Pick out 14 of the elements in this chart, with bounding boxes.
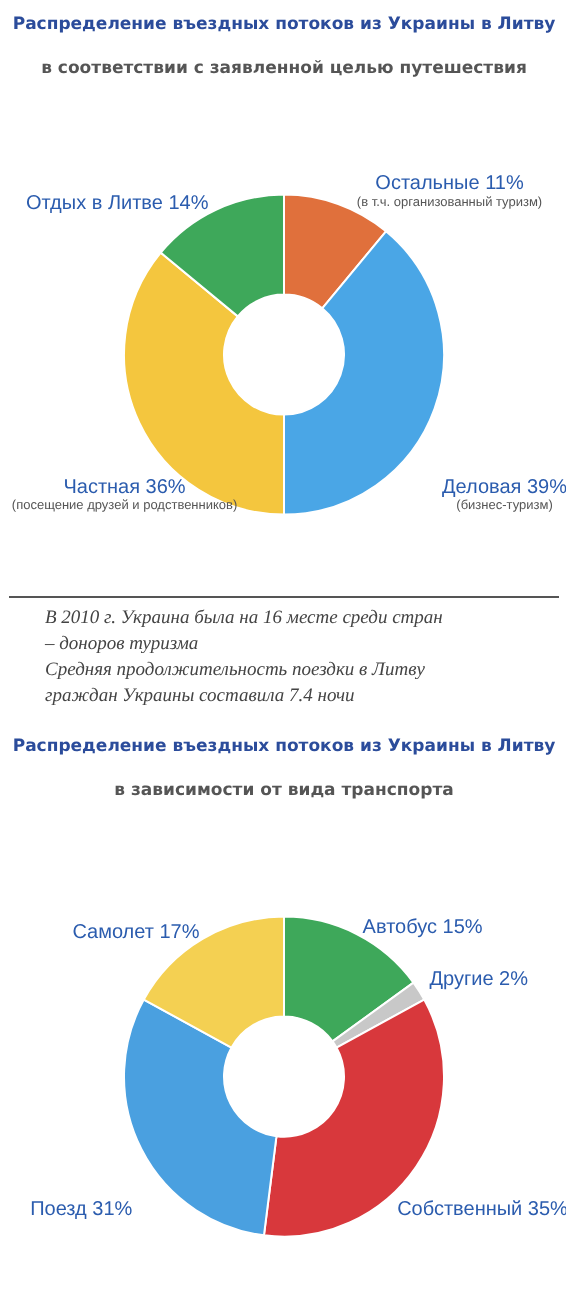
chart-title: Распределение въездных потоков из Украины в Литву [12,737,557,757]
text: Средняя продолжительность поездки в Литву граждан Украины составила 7.4 ночи [45,661,427,707]
slice-label: Деловая 39% [442,477,566,500]
slice-label: Остальные 11% [375,172,524,195]
slice-label: Частная 36% [63,477,186,500]
slice-label: Отдых в Литве 14% [26,193,209,216]
chart-subtitle: в соответствии с заявленной целью путешествия [41,59,527,79]
slice-label: Автобус 15% [362,917,483,940]
slice-label: Поезд 31% [30,1199,133,1222]
text: В 2010 г. Украина была на 16 месте среди стран – доноров туризма [43,609,444,655]
chart-title: Распределение въездных потоков из Украины в Литву [12,15,557,35]
slice-label: Другие 2% [429,969,529,992]
slice-label: Самолет 17% [72,921,200,944]
chart-subtitle: в зависимости от вида транспорта [114,781,455,801]
